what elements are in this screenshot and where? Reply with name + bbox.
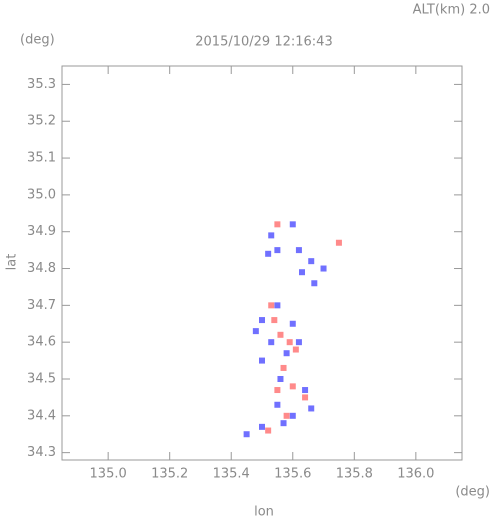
echo-point [268, 302, 275, 309]
y-tick-label: 34.9 [27, 224, 56, 239]
echo-point [295, 247, 302, 254]
echo-point [265, 250, 272, 257]
y-tick-label: 34.6 [27, 335, 56, 350]
altitude-label: ALT(km) 2.0 [413, 3, 490, 18]
x-tick-label: 135.8 [336, 467, 373, 482]
y-tick-label: 34.4 [27, 408, 56, 423]
echo-point [299, 269, 305, 276]
y-tick-label: 35.2 [27, 114, 56, 129]
echo-point [268, 339, 275, 346]
echo-point [252, 328, 259, 335]
x-tick-label: 135.0 [90, 467, 127, 482]
echo-point [277, 375, 284, 382]
echo-point [283, 350, 290, 357]
y-tick-label: 34.8 [27, 261, 56, 276]
echo-point [274, 387, 281, 394]
y-tick-label: 35.0 [27, 187, 56, 202]
y-tick-label: 34.7 [27, 298, 56, 313]
y-tick-label: 35.3 [27, 77, 56, 92]
echo-point [280, 364, 287, 371]
echo-point [277, 331, 284, 338]
y-unit: (deg) [20, 33, 55, 48]
echo-point [268, 232, 275, 239]
echo-point [308, 258, 315, 265]
echo-point [308, 405, 315, 412]
echo-point [259, 317, 265, 324]
x-unit: (deg) [455, 485, 490, 500]
echo-point [289, 320, 296, 327]
echo-point [243, 431, 250, 438]
echo-point [311, 280, 318, 287]
echo-point [292, 346, 299, 353]
echo-point [274, 247, 281, 254]
echo-point [302, 387, 309, 394]
echo-point [320, 265, 327, 272]
echo-point [259, 423, 265, 430]
x-tick-label: 136.0 [397, 467, 434, 482]
x-tick-label: 135.6 [274, 467, 311, 482]
echo-point [295, 339, 302, 346]
chart-title: 2015/10/29 12:16:43 [195, 35, 332, 50]
echo-point [274, 302, 281, 309]
x-tick-label: 135.2 [151, 467, 188, 482]
echo-point [289, 383, 296, 390]
echo-point [283, 412, 290, 419]
y-tick-label: 34.5 [27, 371, 56, 386]
echo-point [259, 357, 265, 364]
y-axis-label: lat [5, 254, 20, 271]
echo-point [289, 412, 296, 419]
echo-point [265, 427, 272, 434]
echo-point [286, 339, 293, 346]
echo-point [335, 239, 342, 246]
x-axis-label: lon [254, 505, 274, 520]
echo-point [274, 221, 281, 228]
echo-point [302, 394, 309, 401]
echo-point [271, 317, 278, 324]
y-tick-label: 34.3 [27, 445, 56, 460]
plot-frame [61, 65, 463, 461]
echo-point [289, 221, 296, 228]
x-tick-label: 135.4 [213, 467, 250, 482]
echo-point [274, 401, 281, 408]
y-tick-label: 35.1 [27, 151, 56, 166]
echo-point [280, 420, 287, 427]
